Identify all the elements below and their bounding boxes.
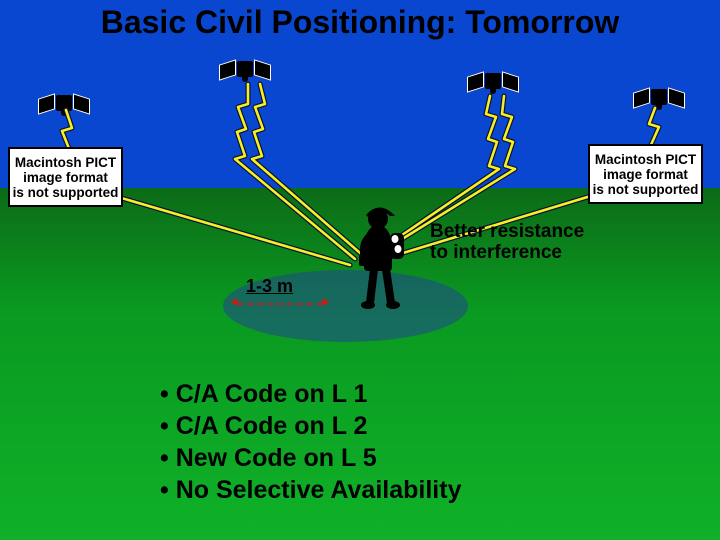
- pict-error-box: Macintosh PICTimage formatis not support…: [588, 144, 703, 204]
- hiker-icon: [350, 205, 410, 310]
- range-arrow: [230, 301, 330, 302]
- resistance-line-2: to interference: [430, 242, 562, 263]
- bullet-item: New Code on L 5: [160, 442, 461, 474]
- bullet-item: C/A Code on L 1: [160, 378, 461, 410]
- pict-error-box: Macintosh PICTimage formatis not support…: [8, 147, 123, 207]
- accuracy-range-label: 1-3 m: [246, 276, 293, 297]
- resistance-line-1: Better resistance: [430, 221, 584, 242]
- bullet-item: No Selective Availability: [160, 474, 461, 506]
- resistance-note: Better resistance to interference: [430, 221, 640, 263]
- bullet-list: C/A Code on L 1 C/A Code on L 2 New Code…: [160, 378, 461, 506]
- bullet-item: C/A Code on L 2: [160, 410, 461, 442]
